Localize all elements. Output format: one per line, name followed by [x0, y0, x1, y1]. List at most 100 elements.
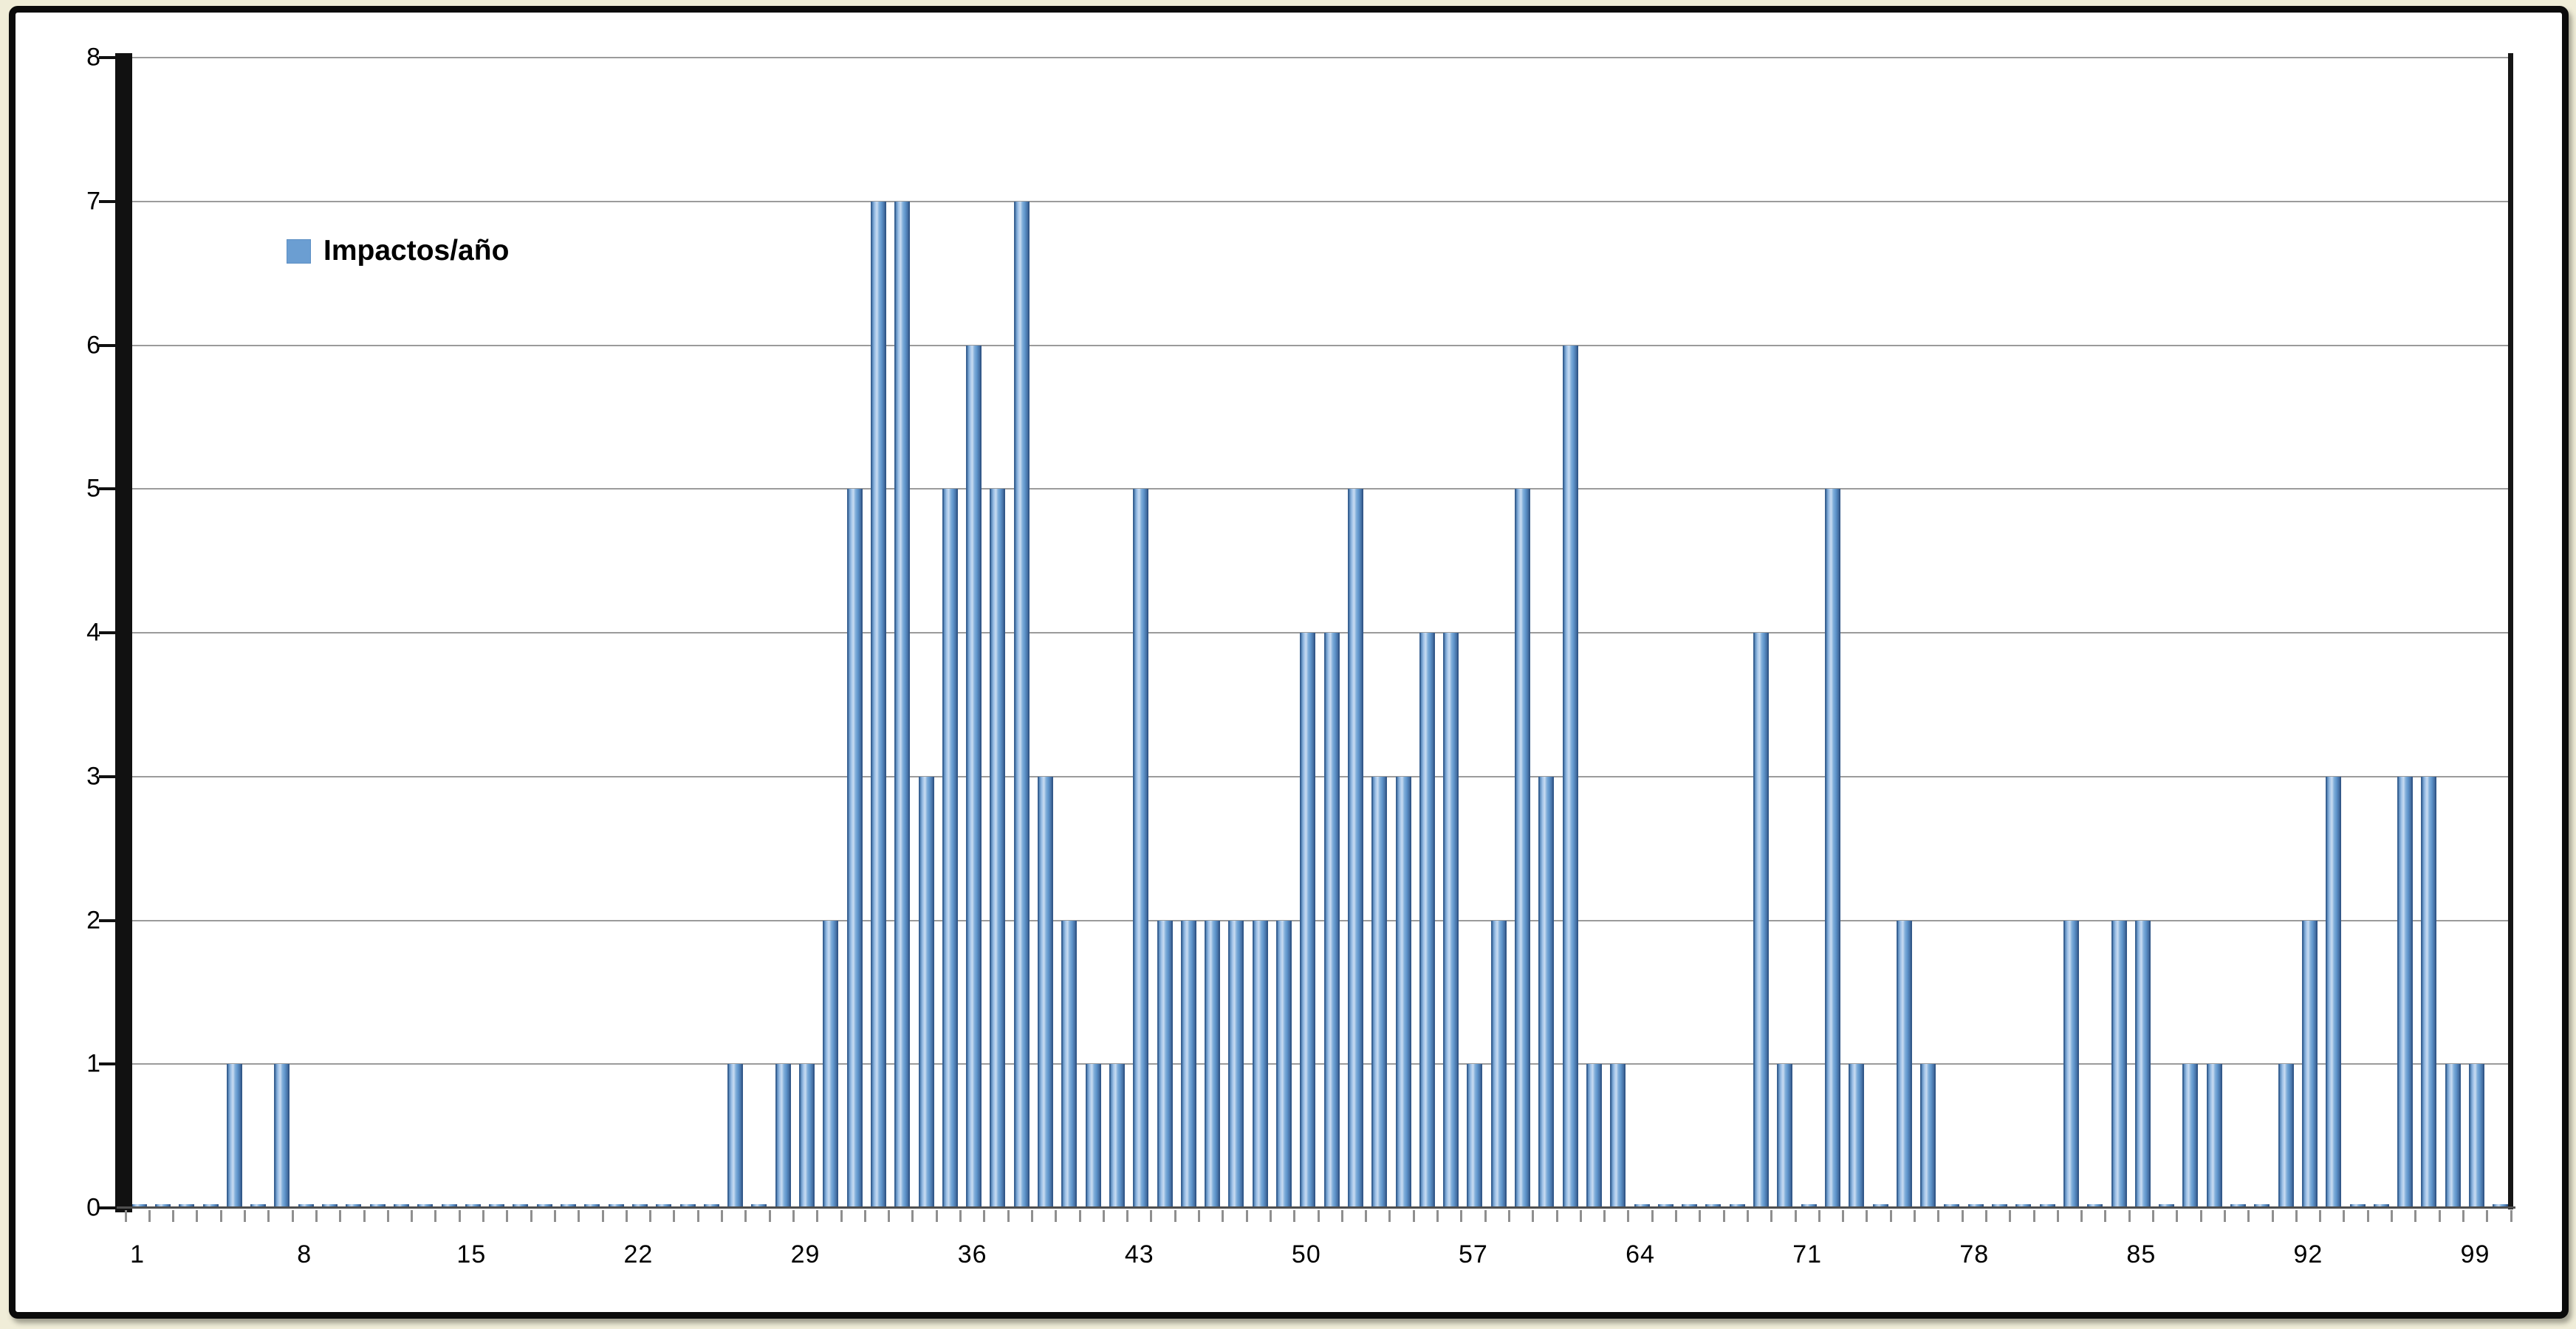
x-tick-label: 1 — [130, 1240, 145, 1268]
x-tick — [1340, 1210, 1343, 1222]
bar — [2063, 920, 2079, 1208]
bar — [942, 489, 958, 1208]
gridline — [126, 57, 2511, 58]
x-tick — [434, 1210, 437, 1222]
x-tick — [1198, 1210, 1200, 1222]
bar — [2397, 776, 2414, 1208]
bar — [679, 1204, 696, 1208]
bar — [2349, 1204, 2366, 1208]
x-tick-label: 50 — [1291, 1240, 1321, 1268]
x-tick-label: 36 — [957, 1240, 987, 1268]
x-tick — [2104, 1210, 2107, 1222]
bar — [1682, 1204, 1698, 1208]
x-tick-label: 85 — [2126, 1240, 2157, 1268]
x-tick — [1818, 1210, 1820, 1222]
x-tick — [935, 1210, 938, 1222]
bar — [298, 1204, 314, 1208]
x-tick — [649, 1210, 652, 1222]
bar — [1205, 920, 1221, 1208]
x-tick-label: 99 — [2460, 1240, 2490, 1268]
bar — [1133, 489, 1149, 1208]
x-tick — [1102, 1210, 1105, 1222]
x-tick — [578, 1210, 580, 1222]
y-tick — [99, 631, 117, 634]
bar — [465, 1204, 481, 1208]
bar — [2182, 1064, 2199, 1208]
x-tick — [482, 1210, 484, 1222]
bar — [1180, 920, 1196, 1208]
bar — [2206, 1064, 2222, 1208]
bar — [2445, 1064, 2461, 1208]
y-tick-label: 7 — [86, 187, 100, 216]
bar — [2111, 920, 2127, 1208]
x-tick-label: 71 — [1792, 1240, 1823, 1268]
x-tick — [1293, 1210, 1296, 1222]
bar — [1896, 920, 1912, 1208]
x-tick — [1269, 1210, 1272, 1222]
x-tick — [2366, 1210, 2369, 1222]
bar — [179, 1204, 195, 1208]
x-tick — [959, 1210, 962, 1222]
x-tick — [2462, 1210, 2464, 1222]
x-tick — [506, 1210, 509, 1222]
bar — [346, 1204, 362, 1208]
bar — [2087, 1204, 2103, 1208]
gridline — [126, 775, 2511, 777]
bar — [823, 920, 839, 1208]
bar — [2326, 776, 2342, 1208]
x-tick — [1603, 1210, 1606, 1222]
x-tick — [1627, 1210, 1630, 1222]
bar — [799, 1064, 815, 1208]
x-tick — [2199, 1210, 2202, 1222]
bar — [966, 345, 982, 1208]
bar — [1371, 776, 1388, 1208]
x-tick — [2032, 1210, 2035, 1222]
bar — [1157, 920, 1173, 1208]
bar — [1944, 1204, 1960, 1208]
x-tick — [1030, 1210, 1033, 1222]
x-tick — [1317, 1210, 1320, 1222]
x-tick — [1365, 1210, 1368, 1222]
x-tick — [1794, 1210, 1797, 1222]
bar — [1777, 1064, 1793, 1208]
bar — [2301, 920, 2318, 1208]
x-tick — [1937, 1210, 1940, 1222]
bar — [2254, 1204, 2270, 1208]
bar — [1538, 776, 1555, 1208]
x-tick — [1460, 1210, 1463, 1222]
bar — [727, 1064, 744, 1208]
bar — [1276, 920, 1292, 1208]
bar — [608, 1204, 624, 1208]
bar — [2493, 1204, 2509, 1208]
legend: Impactos/año — [287, 235, 509, 267]
x-tick — [1651, 1210, 1654, 1222]
x-tick — [2056, 1210, 2059, 1222]
x-tick — [1555, 1210, 1558, 1222]
y-tick-label: 5 — [86, 474, 100, 503]
x-tick — [1579, 1210, 1582, 1222]
bar — [1252, 920, 1268, 1208]
x-tick — [2343, 1210, 2346, 1222]
x-tick — [792, 1210, 795, 1222]
x-tick — [1675, 1210, 1677, 1222]
bar — [1228, 920, 1244, 1208]
bar — [2421, 776, 2437, 1208]
bar — [1562, 345, 1578, 1208]
bar — [870, 201, 886, 1208]
bar — [1467, 1064, 1483, 1208]
x-tick — [840, 1210, 843, 1222]
gridline — [126, 919, 2511, 921]
x-tick — [339, 1210, 342, 1222]
x-tick — [2128, 1210, 2131, 1222]
x-tick — [267, 1210, 270, 1222]
bar — [250, 1204, 267, 1208]
x-tick — [696, 1210, 699, 1222]
x-tick — [2319, 1210, 2322, 1222]
bar — [1849, 1064, 1865, 1208]
x-tick — [863, 1210, 866, 1222]
x-tick — [1961, 1210, 1964, 1222]
x-tick — [1078, 1210, 1081, 1222]
x-tick — [196, 1210, 199, 1222]
bar — [1610, 1064, 1626, 1208]
